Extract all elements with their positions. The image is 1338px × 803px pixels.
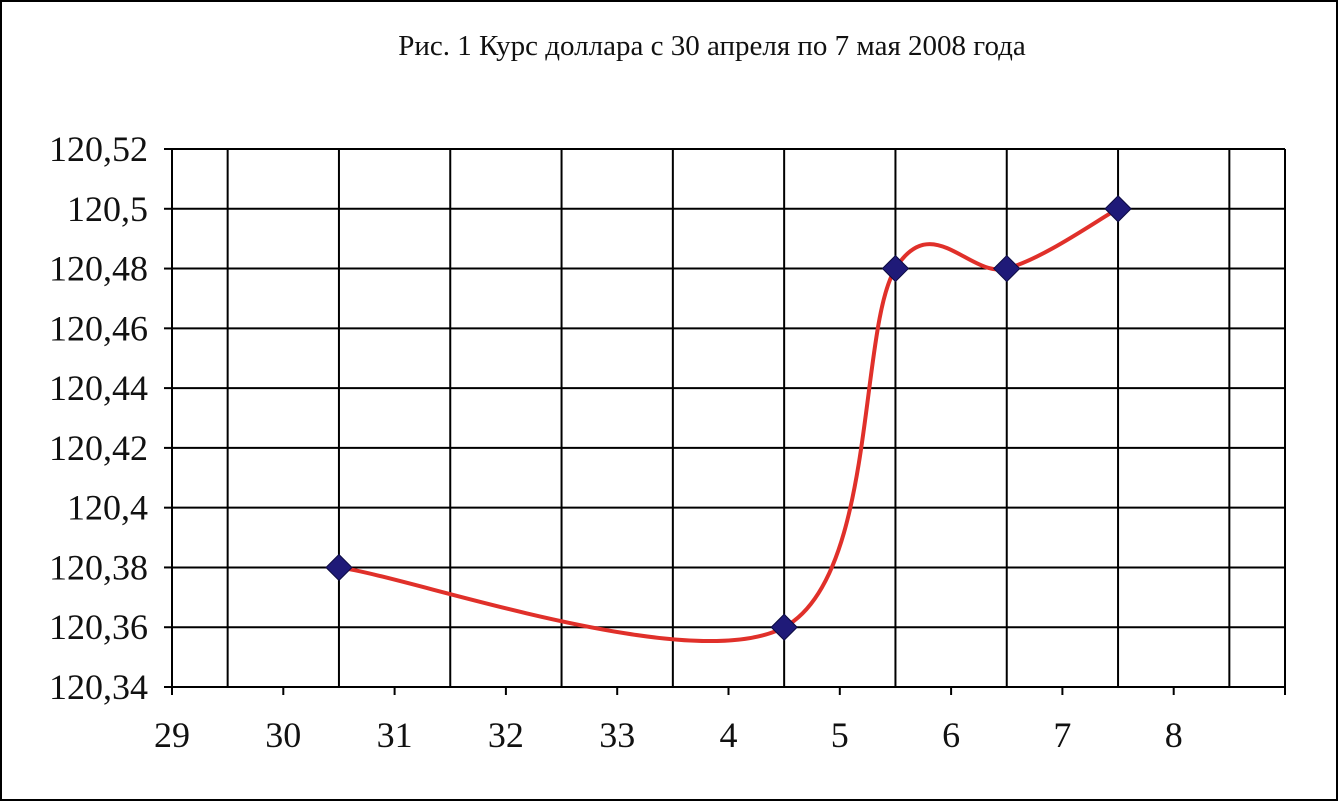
data-point-marker [325, 553, 353, 582]
data-point-marker [770, 613, 798, 641]
y-tick-label: 120,48 [49, 249, 148, 289]
x-tick-label: 32 [488, 715, 524, 755]
x-tick-label: 33 [599, 715, 635, 755]
y-tick-label: 120,44 [49, 368, 148, 408]
x-tick-label: 5 [831, 715, 849, 755]
x-tick-label: 8 [1165, 715, 1183, 755]
y-tick-label: 120,36 [49, 607, 148, 647]
data-point-marker [1104, 195, 1132, 223]
x-tick-label: 4 [720, 715, 738, 755]
y-tick-label: 120,52 [49, 129, 148, 169]
data-point-marker [881, 254, 910, 283]
x-tick-label: 31 [377, 715, 413, 755]
y-tick-label: 120,38 [49, 547, 148, 587]
y-tick-label: 120,46 [49, 308, 148, 348]
data-point-marker [993, 254, 1021, 283]
chart-title: Рис. 1 Курс доллара с 30 апреля по 7 мая… [398, 30, 1026, 62]
y-tick-label: 120,42 [49, 428, 148, 468]
x-tick-label: 30 [265, 715, 301, 755]
x-tick-label: 6 [942, 715, 960, 755]
y-tick-label: 120,4 [67, 488, 148, 528]
x-tick-label: 7 [1053, 715, 1071, 755]
y-tick-label: 120,34 [49, 667, 148, 707]
x-tick-label: 29 [154, 715, 190, 755]
y-tick-label: 120,5 [67, 189, 148, 229]
